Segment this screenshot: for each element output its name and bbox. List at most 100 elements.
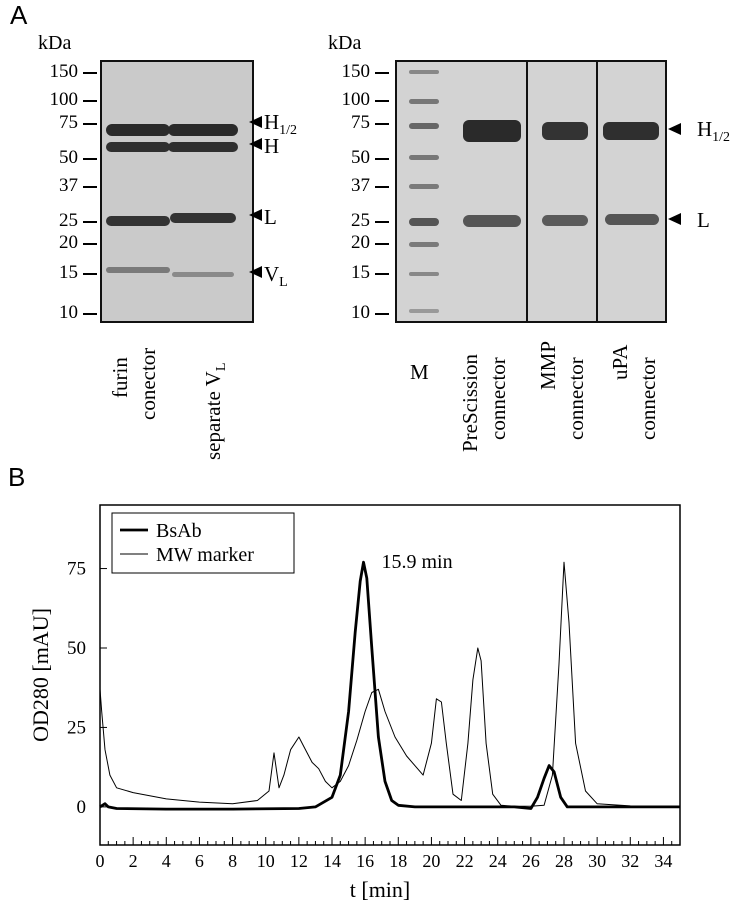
legend-label: MW marker xyxy=(156,544,254,566)
gel2-lane-mmp-band-h12 xyxy=(542,122,588,140)
gel2-lane4-label-line1: uPA xyxy=(608,344,632,380)
x-tick-label: 6 xyxy=(195,851,204,871)
mw-tick xyxy=(83,243,97,245)
arrow-h12-icon xyxy=(668,123,681,135)
mw-tick xyxy=(375,273,389,275)
mw-label: 75 xyxy=(351,112,370,133)
mw-tick xyxy=(83,186,97,188)
y-tick-label: 25 xyxy=(67,717,86,738)
x-tick-label: 2 xyxy=(129,851,138,871)
chromatogram-chart: 0 2 4 6 8 10 12 14 16 18 20 22 24 26 28 30 32 340255075t … xyxy=(28,504,681,902)
gel1-lane1-band-l xyxy=(106,216,170,226)
mw-tick xyxy=(83,123,97,125)
gel2-marker-l: L xyxy=(697,208,710,232)
mw-label: 75 xyxy=(59,112,78,133)
peak-annotation: 15.9 min xyxy=(381,551,452,573)
x-tick-label: 4 xyxy=(162,851,171,871)
gel2-marker-band xyxy=(409,155,439,160)
mw-label: 37 xyxy=(351,175,370,196)
x-tick-label: 24 xyxy=(489,851,507,871)
gel2-marker-band xyxy=(409,99,439,104)
mw-label: 37 xyxy=(59,175,78,196)
y-tick-label: 0 xyxy=(77,797,87,818)
gel1-marker-vl-sub: L xyxy=(279,275,288,291)
x-tick-label: 14 xyxy=(323,851,341,871)
gel1-lane1-label-line1: furin xyxy=(108,357,132,398)
x-axis-label: t [min] xyxy=(350,877,411,902)
x-tick-label: 34 xyxy=(654,851,672,871)
mw-tick xyxy=(375,123,389,125)
mw-label: 10 xyxy=(59,302,78,323)
gel2-image xyxy=(395,60,667,323)
gel1-marker-h12: H1/2 xyxy=(264,110,297,139)
gel2-lane3-label-line1: MMP xyxy=(536,340,560,390)
x-tick-label: 16 xyxy=(356,851,374,871)
gel2-marker-band xyxy=(409,184,439,189)
gel1-marker-h: H xyxy=(264,134,280,158)
gel1-unit-label: kDa xyxy=(38,32,72,54)
gel2-lane3-label-line2: connector xyxy=(564,357,588,440)
y-axis-label: OD280 [mAU] xyxy=(28,608,53,742)
mw-tick xyxy=(375,243,389,245)
legend-label: BsAb xyxy=(156,520,202,542)
chart-axes: 0 2 4 6 8 10 12 14 16 18 20 22 24 26 28 30 32 340255075t … xyxy=(28,504,681,902)
mw-label: 15 xyxy=(351,262,370,283)
mw-tick xyxy=(375,313,389,315)
mw-label: 15 xyxy=(59,262,78,283)
gel2-marker-h12: H1/2 xyxy=(697,117,730,146)
gel2-lane2-label-line2: connector xyxy=(486,357,510,440)
x-tick-label: 8 xyxy=(228,851,237,871)
mw-label: 20 xyxy=(59,232,78,253)
mw-tick xyxy=(83,100,97,102)
mw-label: 50 xyxy=(59,147,78,168)
panel-b-letter: B xyxy=(8,462,26,492)
arrow-l-icon xyxy=(249,209,262,221)
mw-label: 150 xyxy=(341,61,371,82)
mw-label: 25 xyxy=(351,210,370,231)
arrow-l-icon xyxy=(668,213,681,225)
mw-label: 100 xyxy=(49,89,79,110)
mw-label: 25 xyxy=(59,210,78,231)
gel1-lane2-band-vl xyxy=(172,272,234,277)
gel2-unit-label: kDa xyxy=(328,32,362,54)
gel1-marker-vl: VL xyxy=(264,262,288,291)
mw-label: 50 xyxy=(351,147,370,168)
x-tick-label: 22 xyxy=(456,851,474,871)
gel1-lane1-band-h xyxy=(106,142,170,152)
x-tick-label: 0 xyxy=(96,851,105,871)
gel1-marker-h12-sub: 1/2 xyxy=(279,123,298,139)
gel1-lane2-label-main: separate V xyxy=(201,371,225,460)
gel1-marker-l: L xyxy=(264,205,277,229)
legend-box xyxy=(111,512,295,574)
series-bsab-line xyxy=(99,560,680,811)
x-tick-label: 30 xyxy=(588,851,606,871)
gel2-arrow-markers xyxy=(668,123,681,225)
gel1-arrow-markers xyxy=(249,116,262,278)
arrow-h12-icon xyxy=(249,116,262,128)
gel2-lane4-label-line2: connector xyxy=(636,357,660,440)
gel2-lane-mmp-band-l xyxy=(542,215,588,226)
gel1-lane2-band-h12 xyxy=(168,124,238,136)
mw-tick xyxy=(375,72,389,74)
mw-label: 100 xyxy=(341,89,371,110)
mw-tick xyxy=(83,72,97,74)
gel1-lane1-band-vl xyxy=(106,267,170,273)
mw-tick xyxy=(375,221,389,223)
x-tick-label: 12 xyxy=(290,851,308,871)
mw-tick xyxy=(83,221,97,223)
gel2-marker-band xyxy=(409,218,439,226)
mw-tick xyxy=(375,158,389,160)
arrow-vl-icon xyxy=(249,266,262,278)
y-tick-label: 75 xyxy=(67,559,86,580)
gel2-marker-band xyxy=(409,242,439,247)
gel2-marker-band xyxy=(409,70,439,74)
mw-label: 150 xyxy=(49,61,79,82)
gel1-lane1-label-line2: conector xyxy=(136,347,160,420)
x-tick-label: 20 xyxy=(422,851,440,871)
x-tick-label: 10 xyxy=(257,851,275,871)
mw-label: 10 xyxy=(351,302,370,323)
gel1-lane2-band-h xyxy=(168,142,238,152)
gel2-lane-divider xyxy=(526,62,528,321)
mw-label: 20 xyxy=(351,232,370,253)
gel1-lane2-label-sub: L xyxy=(214,362,230,372)
